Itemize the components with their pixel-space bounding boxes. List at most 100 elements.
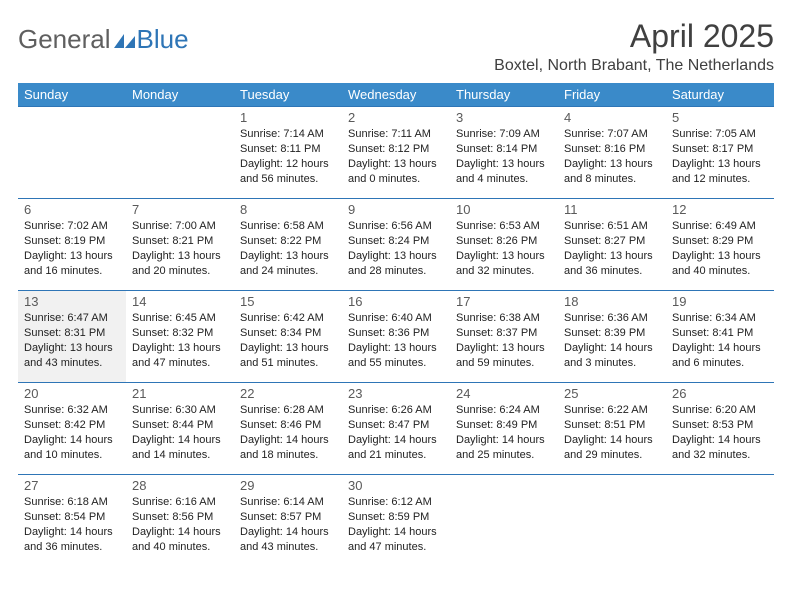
day-cell: 3 Sunrise: 7:09 AMSunset: 8:14 PMDaylight… — [450, 107, 558, 199]
day-number: 1 — [240, 110, 336, 125]
day-details: Sunrise: 6:42 AMSunset: 8:34 PMDaylight:… — [240, 311, 336, 370]
day-details: Sunrise: 6:32 AMSunset: 8:42 PMDaylight:… — [24, 403, 120, 462]
week-row: 20 Sunrise: 6:32 AMSunset: 8:42 PMDayligh… — [18, 383, 774, 475]
calendar-table: SundayMondayTuesdayWednesdayThursdayFrid… — [18, 83, 774, 567]
day-details: Sunrise: 6:16 AMSunset: 8:56 PMDaylight:… — [132, 495, 228, 554]
day-number: 9 — [348, 202, 444, 217]
day-cell: 17 Sunrise: 6:38 AMSunset: 8:37 PMDayligh… — [450, 291, 558, 383]
weekday-header: Sunday — [18, 83, 126, 107]
day-cell: 1 Sunrise: 7:14 AMSunset: 8:11 PMDaylight… — [234, 107, 342, 199]
header: General Blue April 2025 Boxtel, North Br… — [18, 18, 774, 75]
day-number: 29 — [240, 478, 336, 493]
day-details: Sunrise: 7:00 AMSunset: 8:21 PMDaylight:… — [132, 219, 228, 278]
day-number: 4 — [564, 110, 660, 125]
logo-text-right: Blue — [137, 24, 189, 55]
day-details: Sunrise: 7:11 AMSunset: 8:12 PMDaylight:… — [348, 127, 444, 186]
day-cell: 25Sunrise: 6:22 AMSunset: 8:51 PMDayligh… — [558, 383, 666, 475]
day-cell: 14 Sunrise: 6:45 AMSunset: 8:32 PMDayligh… — [126, 291, 234, 383]
day-cell: 4Sunrise: 7:07 AMSunset: 8:16 PMDaylight… — [558, 107, 666, 199]
day-cell: 7 Sunrise: 7:00 AMSunset: 8:21 PMDaylight… — [126, 199, 234, 291]
day-cell: 13Sunrise: 6:47 AMSunset: 8:31 PMDayligh… — [18, 291, 126, 383]
day-number: 27 — [24, 478, 120, 493]
day-details: Sunrise: 7:09 AMSunset: 8:14 PMDaylight:… — [456, 127, 552, 186]
empty-cell — [558, 475, 666, 567]
day-number: 11 — [564, 202, 660, 217]
day-number: 21 — [132, 386, 228, 401]
day-number: 14 — [132, 294, 228, 309]
day-cell: 30Sunrise: 6:12 AMSunset: 8:59 PMDayligh… — [342, 475, 450, 567]
day-cell: 29Sunrise: 6:14 AMSunset: 8:57 PMDayligh… — [234, 475, 342, 567]
empty-cell — [666, 475, 774, 567]
day-details: Sunrise: 6:12 AMSunset: 8:59 PMDaylight:… — [348, 495, 444, 554]
day-details: Sunrise: 6:34 AMSunset: 8:41 PMDaylight:… — [672, 311, 768, 370]
day-cell: 19 Sunrise: 6:34 AMSunset: 8:41 PMDayligh… — [666, 291, 774, 383]
day-number: 15 — [240, 294, 336, 309]
day-number: 10 — [456, 202, 552, 217]
weekday-header: Friday — [558, 83, 666, 107]
day-cell: 12 Sunrise: 6:49 AMSunset: 8:29 PMDayligh… — [666, 199, 774, 291]
calendar-head: SundayMondayTuesdayWednesdayThursdayFrid… — [18, 83, 774, 107]
day-details: Sunrise: 6:36 AMSunset: 8:39 PMDaylight:… — [564, 311, 660, 370]
week-row: 13Sunrise: 6:47 AMSunset: 8:31 PMDayligh… — [18, 291, 774, 383]
logo: General Blue — [18, 18, 189, 55]
day-cell: 22Sunrise: 6:28 AMSunset: 8:46 PMDayligh… — [234, 383, 342, 475]
day-number: 12 — [672, 202, 768, 217]
day-number: 23 — [348, 386, 444, 401]
day-cell: 26Sunrise: 6:20 AMSunset: 8:53 PMDayligh… — [666, 383, 774, 475]
day-cell: 8Sunrise: 6:58 AMSunset: 8:22 PMDaylight… — [234, 199, 342, 291]
day-details: Sunrise: 6:38 AMSunset: 8:37 PMDaylight:… — [456, 311, 552, 370]
day-details: Sunrise: 7:05 AMSunset: 8:17 PMDaylight:… — [672, 127, 768, 186]
day-details: Sunrise: 6:40 AMSunset: 8:36 PMDaylight:… — [348, 311, 444, 370]
day-details: Sunrise: 6:28 AMSunset: 8:46 PMDaylight:… — [240, 403, 336, 462]
day-cell: 11 Sunrise: 6:51 AMSunset: 8:27 PMDayligh… — [558, 199, 666, 291]
day-details: Sunrise: 7:02 AMSunset: 8:19 PMDaylight:… — [24, 219, 120, 278]
day-details: Sunrise: 6:18 AMSunset: 8:54 PMDaylight:… — [24, 495, 120, 554]
day-details: Sunrise: 6:51 AMSunset: 8:27 PMDaylight:… — [564, 219, 660, 278]
week-row: 1 Sunrise: 7:14 AMSunset: 8:11 PMDaylight… — [18, 107, 774, 199]
location: Boxtel, North Brabant, The Netherlands — [494, 57, 774, 75]
day-number: 5 — [672, 110, 768, 125]
day-number: 26 — [672, 386, 768, 401]
empty-cell — [126, 107, 234, 199]
day-number: 13 — [24, 294, 120, 309]
day-number: 24 — [456, 386, 552, 401]
logo-icon — [113, 30, 137, 50]
day-number: 18 — [564, 294, 660, 309]
day-cell: 9Sunrise: 6:56 AMSunset: 8:24 PMDaylight… — [342, 199, 450, 291]
empty-cell — [450, 475, 558, 567]
calendar-page: General Blue April 2025 Boxtel, North Br… — [0, 0, 792, 567]
day-number: 19 — [672, 294, 768, 309]
day-details: Sunrise: 6:49 AMSunset: 8:29 PMDaylight:… — [672, 219, 768, 278]
day-cell: 15 Sunrise: 6:42 AMSunset: 8:34 PMDayligh… — [234, 291, 342, 383]
day-cell: 16Sunrise: 6:40 AMSunset: 8:36 PMDayligh… — [342, 291, 450, 383]
day-cell: 27 Sunrise: 6:18 AMSunset: 8:54 PMDayligh… — [18, 475, 126, 567]
day-cell: 24 Sunrise: 6:24 AMSunset: 8:49 PMDayligh… — [450, 383, 558, 475]
day-details: Sunrise: 6:24 AMSunset: 8:49 PMDaylight:… — [456, 403, 552, 462]
day-number: 6 — [24, 202, 120, 217]
day-details: Sunrise: 7:14 AMSunset: 8:11 PMDaylight:… — [240, 127, 336, 186]
weekday-header: Monday — [126, 83, 234, 107]
week-row: 6 Sunrise: 7:02 AMSunset: 8:19 PMDaylight… — [18, 199, 774, 291]
day-number: 7 — [132, 202, 228, 217]
day-cell: 21Sunrise: 6:30 AMSunset: 8:44 PMDayligh… — [126, 383, 234, 475]
weekday-header: Saturday — [666, 83, 774, 107]
day-number: 3 — [456, 110, 552, 125]
day-details: Sunrise: 6:22 AMSunset: 8:51 PMDaylight:… — [564, 403, 660, 462]
weekday-header: Thursday — [450, 83, 558, 107]
month-title: April 2025 — [494, 18, 774, 55]
day-cell: 5 Sunrise: 7:05 AMSunset: 8:17 PMDaylight… — [666, 107, 774, 199]
empty-cell — [18, 107, 126, 199]
day-details: Sunrise: 6:53 AMSunset: 8:26 PMDaylight:… — [456, 219, 552, 278]
day-number: 17 — [456, 294, 552, 309]
day-cell: 6 Sunrise: 7:02 AMSunset: 8:19 PMDaylight… — [18, 199, 126, 291]
day-number: 28 — [132, 478, 228, 493]
day-details: Sunrise: 6:45 AMSunset: 8:32 PMDaylight:… — [132, 311, 228, 370]
day-cell: 20 Sunrise: 6:32 AMSunset: 8:42 PMDayligh… — [18, 383, 126, 475]
day-cell: 28 Sunrise: 6:16 AMSunset: 8:56 PMDayligh… — [126, 475, 234, 567]
logo-text-left: General — [18, 24, 111, 55]
day-number: 20 — [24, 386, 120, 401]
day-cell: 23Sunrise: 6:26 AMSunset: 8:47 PMDayligh… — [342, 383, 450, 475]
day-number: 2 — [348, 110, 444, 125]
weekday-header: Tuesday — [234, 83, 342, 107]
day-cell: 10 Sunrise: 6:53 AMSunset: 8:26 PMDayligh… — [450, 199, 558, 291]
